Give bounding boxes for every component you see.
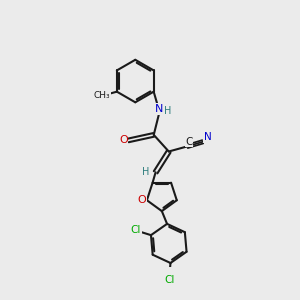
Text: H: H (142, 167, 150, 177)
Text: Cl: Cl (131, 225, 141, 235)
Text: N: N (204, 132, 212, 142)
Text: O: O (137, 195, 146, 205)
Text: N: N (155, 104, 164, 114)
Text: C: C (185, 137, 193, 147)
Text: H: H (164, 106, 171, 116)
Text: CH₃: CH₃ (94, 91, 111, 100)
Text: O: O (119, 135, 128, 145)
Text: Cl: Cl (165, 275, 175, 285)
